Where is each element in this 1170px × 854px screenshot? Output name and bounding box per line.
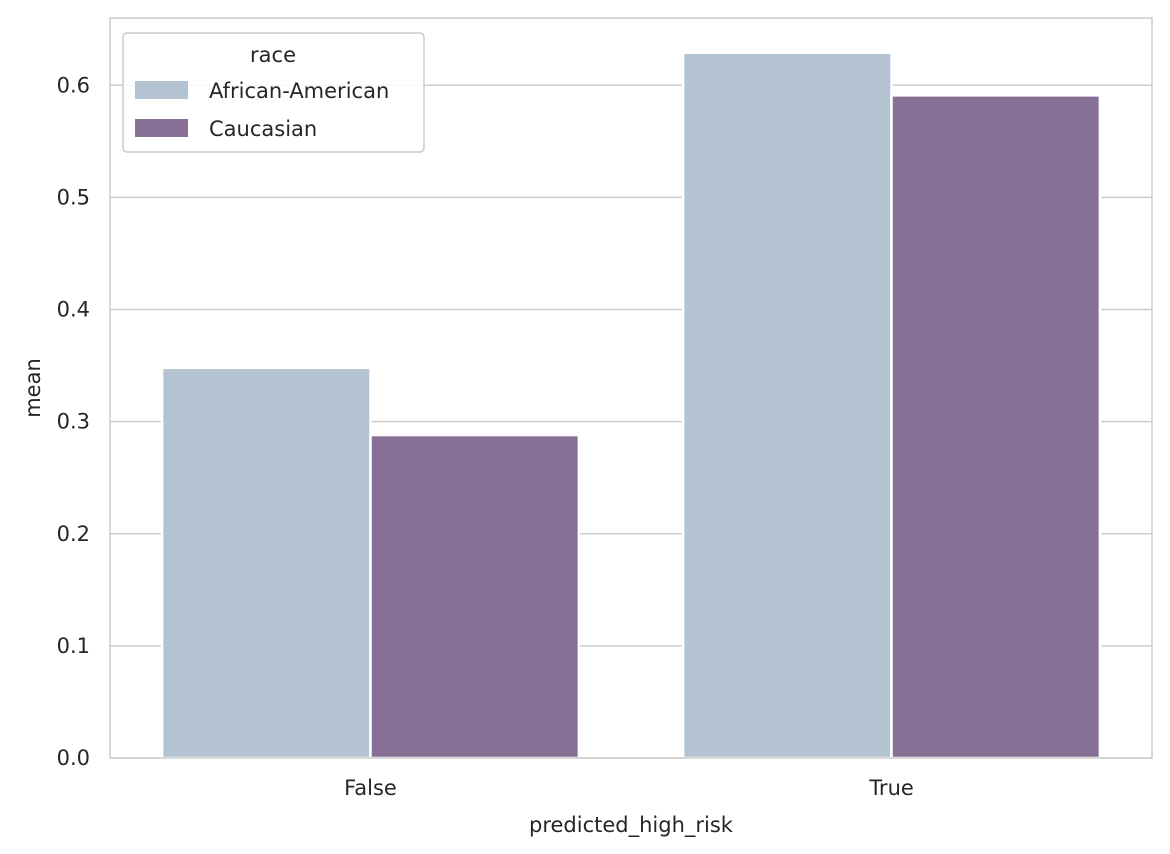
bar-african-american-true bbox=[681, 51, 893, 760]
x-axis-label: predicted_high_risk bbox=[529, 813, 734, 838]
legend: race African-American Caucasian bbox=[122, 32, 425, 153]
bar-african-american-false bbox=[160, 366, 372, 760]
y-tick-label: 0.3 bbox=[57, 410, 90, 434]
plot-frame bbox=[109, 17, 1153, 759]
y-tick-label: 0.4 bbox=[57, 298, 90, 322]
x-tick-labels: False True bbox=[344, 776, 914, 800]
legend-title: race bbox=[250, 43, 296, 67]
y-tick-label: 0.2 bbox=[57, 522, 90, 546]
y-tick-label: 0.0 bbox=[57, 746, 90, 770]
bar-caucasian-true bbox=[890, 94, 1102, 760]
legend-box bbox=[122, 32, 425, 153]
legend-swatch-african-american bbox=[135, 81, 188, 99]
legend-label-caucasian: Caucasian bbox=[209, 117, 317, 141]
x-tick-label: False bbox=[344, 776, 397, 800]
y-tick-label: 0.1 bbox=[57, 634, 90, 658]
bar-caucasian-false bbox=[369, 433, 581, 760]
y-tick-label: 0.6 bbox=[57, 73, 90, 97]
y-tick-label: 0.5 bbox=[57, 185, 90, 209]
legend-label-african-american: African-American bbox=[209, 79, 389, 103]
y-axis-label: mean bbox=[21, 358, 45, 418]
legend-swatch-caucasian bbox=[135, 119, 188, 137]
y-tick-labels: 0.0 0.1 0.2 0.3 0.4 0.5 0.6 bbox=[57, 73, 90, 770]
x-tick-label: True bbox=[868, 776, 914, 800]
